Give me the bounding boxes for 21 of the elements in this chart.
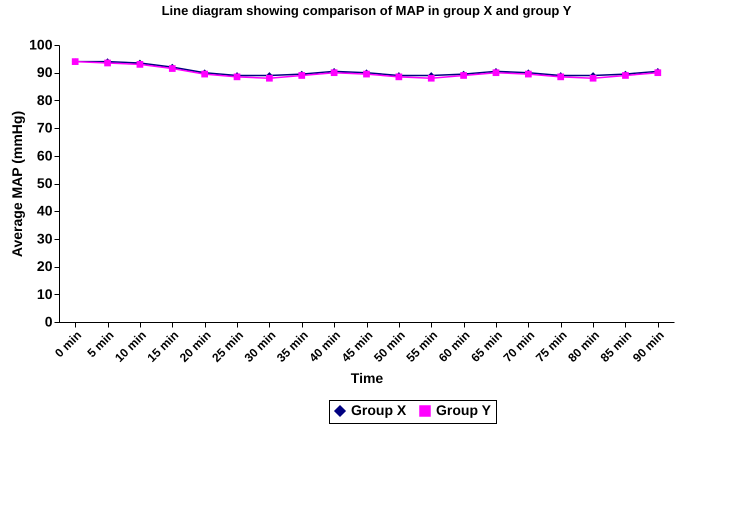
chart-title: Line diagram showing comparison of MAP in group X and group Y — [162, 3, 572, 18]
legend-label: Group Y — [436, 402, 492, 418]
y-tick-label: 60 — [36, 147, 53, 164]
y-tick-label: 80 — [36, 92, 53, 108]
y-axis-title: Average MAP (mmHg) — [9, 110, 26, 258]
point — [266, 74, 273, 82]
x-axis-title: Time — [350, 370, 384, 386]
y-tick-label: 50 — [36, 175, 53, 191]
x-tick-label: 0 min — [52, 328, 84, 360]
y-tick-label: 100 — [29, 36, 53, 52]
x-tick-label: 5 min — [84, 328, 117, 360]
y-tick-label: 10 — [36, 286, 53, 302]
y-tick-label: 20 — [36, 258, 53, 274]
y-tick-label: 40 — [36, 202, 53, 219]
point — [590, 74, 596, 82]
y-tick-label: 90 — [36, 64, 53, 80]
legend-label: Group X — [351, 402, 407, 418]
y-tick-label: 70 — [36, 120, 53, 136]
point — [428, 74, 435, 82]
y-tick-label: 0 — [44, 314, 53, 330]
y-tick-label: 30 — [36, 230, 53, 246]
